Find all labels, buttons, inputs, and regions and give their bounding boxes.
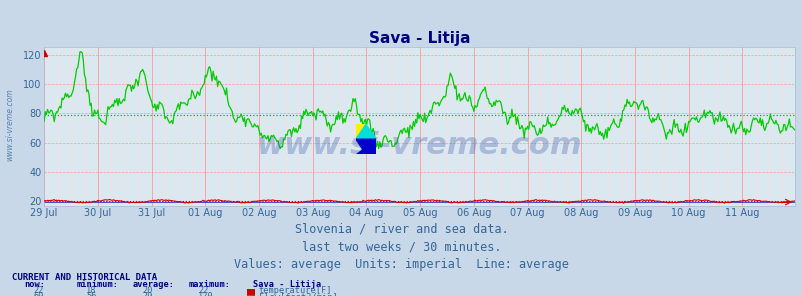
Text: temperature[F]: temperature[F] (258, 286, 332, 295)
Text: average:: average: (132, 280, 174, 289)
Text: 56: 56 (86, 292, 96, 296)
Text: last two weeks / 30 minutes.: last two weeks / 30 minutes. (302, 240, 500, 253)
Text: minimum:: minimum: (76, 280, 118, 289)
Text: CURRENT AND HISTORICAL DATA: CURRENT AND HISTORICAL DATA (12, 273, 157, 282)
Text: 20: 20 (142, 286, 152, 295)
Text: maximum:: maximum: (188, 280, 230, 289)
Text: 79: 79 (142, 292, 152, 296)
Text: Values: average  Units: imperial  Line: average: Values: average Units: imperial Line: av… (233, 258, 569, 271)
Text: Sava - Litija: Sava - Litija (253, 280, 321, 289)
Text: 120: 120 (198, 292, 214, 296)
Text: 69: 69 (34, 292, 44, 296)
Text: now:: now: (24, 280, 45, 289)
Polygon shape (355, 139, 375, 154)
Title: Sava - Litija: Sava - Litija (368, 31, 470, 46)
Text: www.si-vreme.com: www.si-vreme.com (5, 88, 14, 161)
Polygon shape (355, 124, 375, 139)
Polygon shape (355, 139, 375, 154)
Text: 22: 22 (198, 286, 209, 295)
Text: Flow[foot3/min]: Flow[foot3/min] (258, 292, 337, 296)
Polygon shape (355, 124, 366, 139)
Text: www.si-vreme.com: www.si-vreme.com (257, 131, 581, 160)
Text: 22: 22 (34, 286, 44, 295)
Text: 18: 18 (86, 286, 96, 295)
Text: Slovenia / river and sea data.: Slovenia / river and sea data. (294, 222, 508, 235)
